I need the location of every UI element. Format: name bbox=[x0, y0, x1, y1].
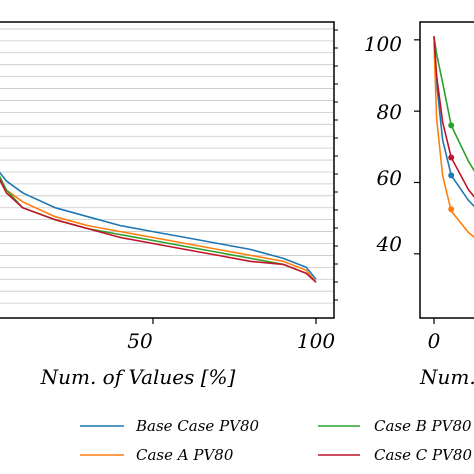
right-y-tick-label-40: 40 bbox=[376, 232, 403, 256]
right-y-tick-label-80: 80 bbox=[377, 100, 403, 124]
right-line-case-c-pv80 bbox=[433, 36, 474, 198]
right-y-tick-label-100: 100 bbox=[364, 32, 402, 56]
left-line-case-a-pv80 bbox=[0, 179, 317, 283]
right-line-base-case-pv80 bbox=[433, 36, 474, 208]
left-line-case-c-pv80 bbox=[0, 178, 317, 283]
left-x-axis-title: Num. of Values [%] bbox=[40, 365, 236, 389]
right-marker-base-case-pv80 bbox=[448, 172, 455, 179]
left-gridlines bbox=[0, 28, 333, 304]
right-tick-marks bbox=[414, 39, 435, 324]
right-marker-case-c-pv80 bbox=[448, 154, 455, 161]
right-marker-case-b-pv80 bbox=[448, 122, 455, 129]
right-x-axis-title: Num. bbox=[419, 365, 474, 389]
legend-label-case-b: Case B PV80 bbox=[374, 417, 472, 435]
left-x-tick-label-50: 50 bbox=[127, 329, 153, 353]
left-chart-panel: 50 100 Num. of Values [%] bbox=[0, 21, 338, 389]
left-plot-frame bbox=[0, 21, 335, 319]
legend: Base Case PV80 Case B PV80 Case A PV80 C… bbox=[80, 417, 472, 464]
right-series-lines bbox=[433, 36, 474, 239]
right-chart-panel: 100 80 60 40 0 Num. bbox=[364, 21, 474, 389]
left-tick-marks bbox=[152, 29, 338, 324]
right-series-markers bbox=[448, 122, 455, 213]
legend-label-base-case: Base Case PV80 bbox=[135, 417, 260, 435]
legend-label-case-c: Case C PV80 bbox=[374, 446, 472, 464]
left-x-tick-label-100: 100 bbox=[297, 329, 335, 353]
right-line-case-a-pv80 bbox=[433, 43, 474, 239]
left-series-lines bbox=[0, 171, 317, 283]
right-y-tick-label-60: 60 bbox=[377, 166, 403, 190]
legend-label-case-a: Case A PV80 bbox=[136, 446, 234, 464]
left-line-base-case-pv80 bbox=[0, 171, 317, 280]
right-plot-frame bbox=[419, 21, 474, 319]
right-x-tick-label-0: 0 bbox=[428, 329, 441, 353]
right-marker-case-a-pv80 bbox=[448, 206, 455, 213]
right-line-case-b-pv80 bbox=[433, 36, 474, 172]
